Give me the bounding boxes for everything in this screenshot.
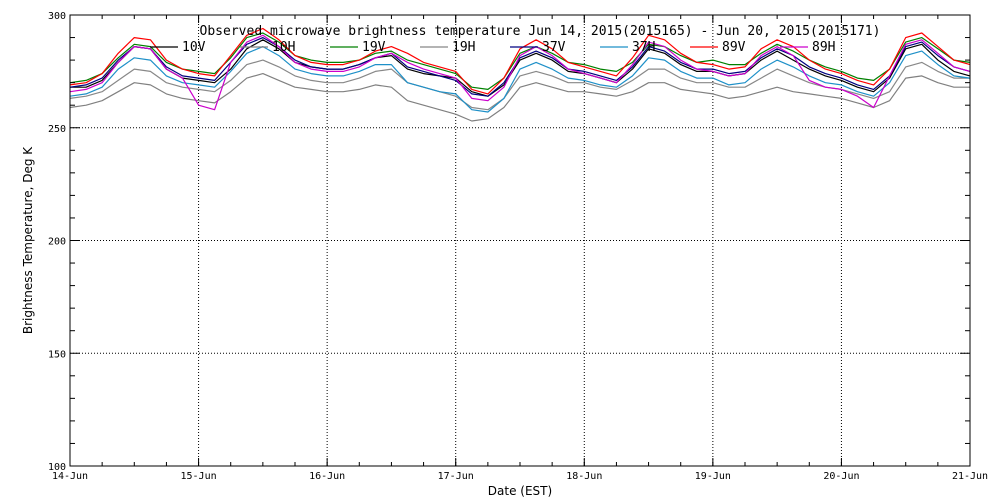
- legend-label-89v: 89V: [722, 40, 746, 55]
- y-tick-label: 100: [48, 462, 66, 473]
- x-tick-label: 21-Jun: [952, 471, 988, 482]
- series-line-19h: [69, 59, 970, 111]
- series-line-10v: [70, 39, 971, 97]
- series-line-89v: [69, 27, 971, 95]
- legend-label-19h: 19H: [452, 40, 475, 55]
- y-tick-label: 150: [48, 349, 66, 360]
- x-tick-label: 20-Jun: [823, 471, 859, 482]
- x-tick-label: 15-Jun: [181, 471, 217, 482]
- series-line-89h: [69, 34, 971, 111]
- grid-lines: [70, 15, 970, 466]
- legend: 10V 10H 19V 19H 37V 37H 89V 89H: [150, 40, 835, 55]
- series-line-37v: [69, 37, 971, 97]
- x-tick-label: 19-Jun: [695, 471, 731, 482]
- y-axis-title: Brightness Temperature, Deg K: [21, 146, 35, 334]
- legend-label-10h: 10H: [272, 40, 295, 55]
- legend-label-37h: 37H: [632, 40, 655, 55]
- chart-title: Observed microwave brightness temperatur…: [200, 24, 881, 39]
- y-tick-label: 300: [48, 11, 66, 22]
- legend-label-89h: 89H: [812, 40, 835, 55]
- x-axis-title: Date (EST): [488, 484, 552, 498]
- x-tick-label: 18-Jun: [566, 471, 602, 482]
- legend-label-10v: 10V: [182, 40, 206, 55]
- series-line-37h: [69, 46, 971, 113]
- legend-label-19v: 19V: [362, 40, 386, 55]
- y-tick-label: 250: [48, 124, 66, 135]
- series-lines: [69, 27, 971, 122]
- series-line-10h: [69, 73, 970, 122]
- legend-label-37v: 37V: [542, 40, 566, 55]
- x-tick-label: 16-Jun: [309, 471, 345, 482]
- x-tick-label: 14-Jun: [52, 471, 88, 482]
- axis-ticks: 100 150 200 250 300 14-Jun 15-Jun 16-Jun 17-Jun 1…: [48, 11, 988, 482]
- y-tick-label: 200: [48, 237, 66, 248]
- x-tick-label: 17-Jun: [438, 471, 474, 482]
